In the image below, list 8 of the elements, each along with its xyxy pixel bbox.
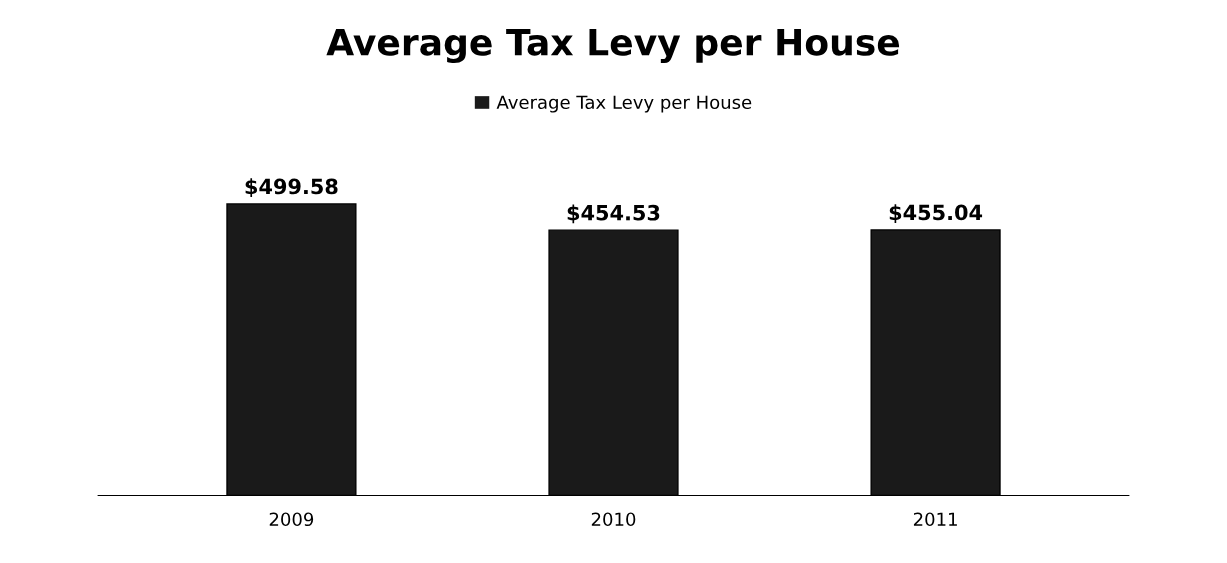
chart-title: Average Tax Levy per House: [326, 28, 900, 64]
x-tick-label: 2009: [269, 512, 314, 527]
data-label: $499.58: [245, 178, 338, 198]
data-label: $454.53: [567, 204, 660, 224]
data-label: $455.04: [889, 204, 983, 224]
x-tick-label: 2011: [913, 512, 957, 527]
x-tick-label: 2010: [591, 512, 636, 527]
legend-label: Average Tax Levy per House: [496, 95, 752, 113]
